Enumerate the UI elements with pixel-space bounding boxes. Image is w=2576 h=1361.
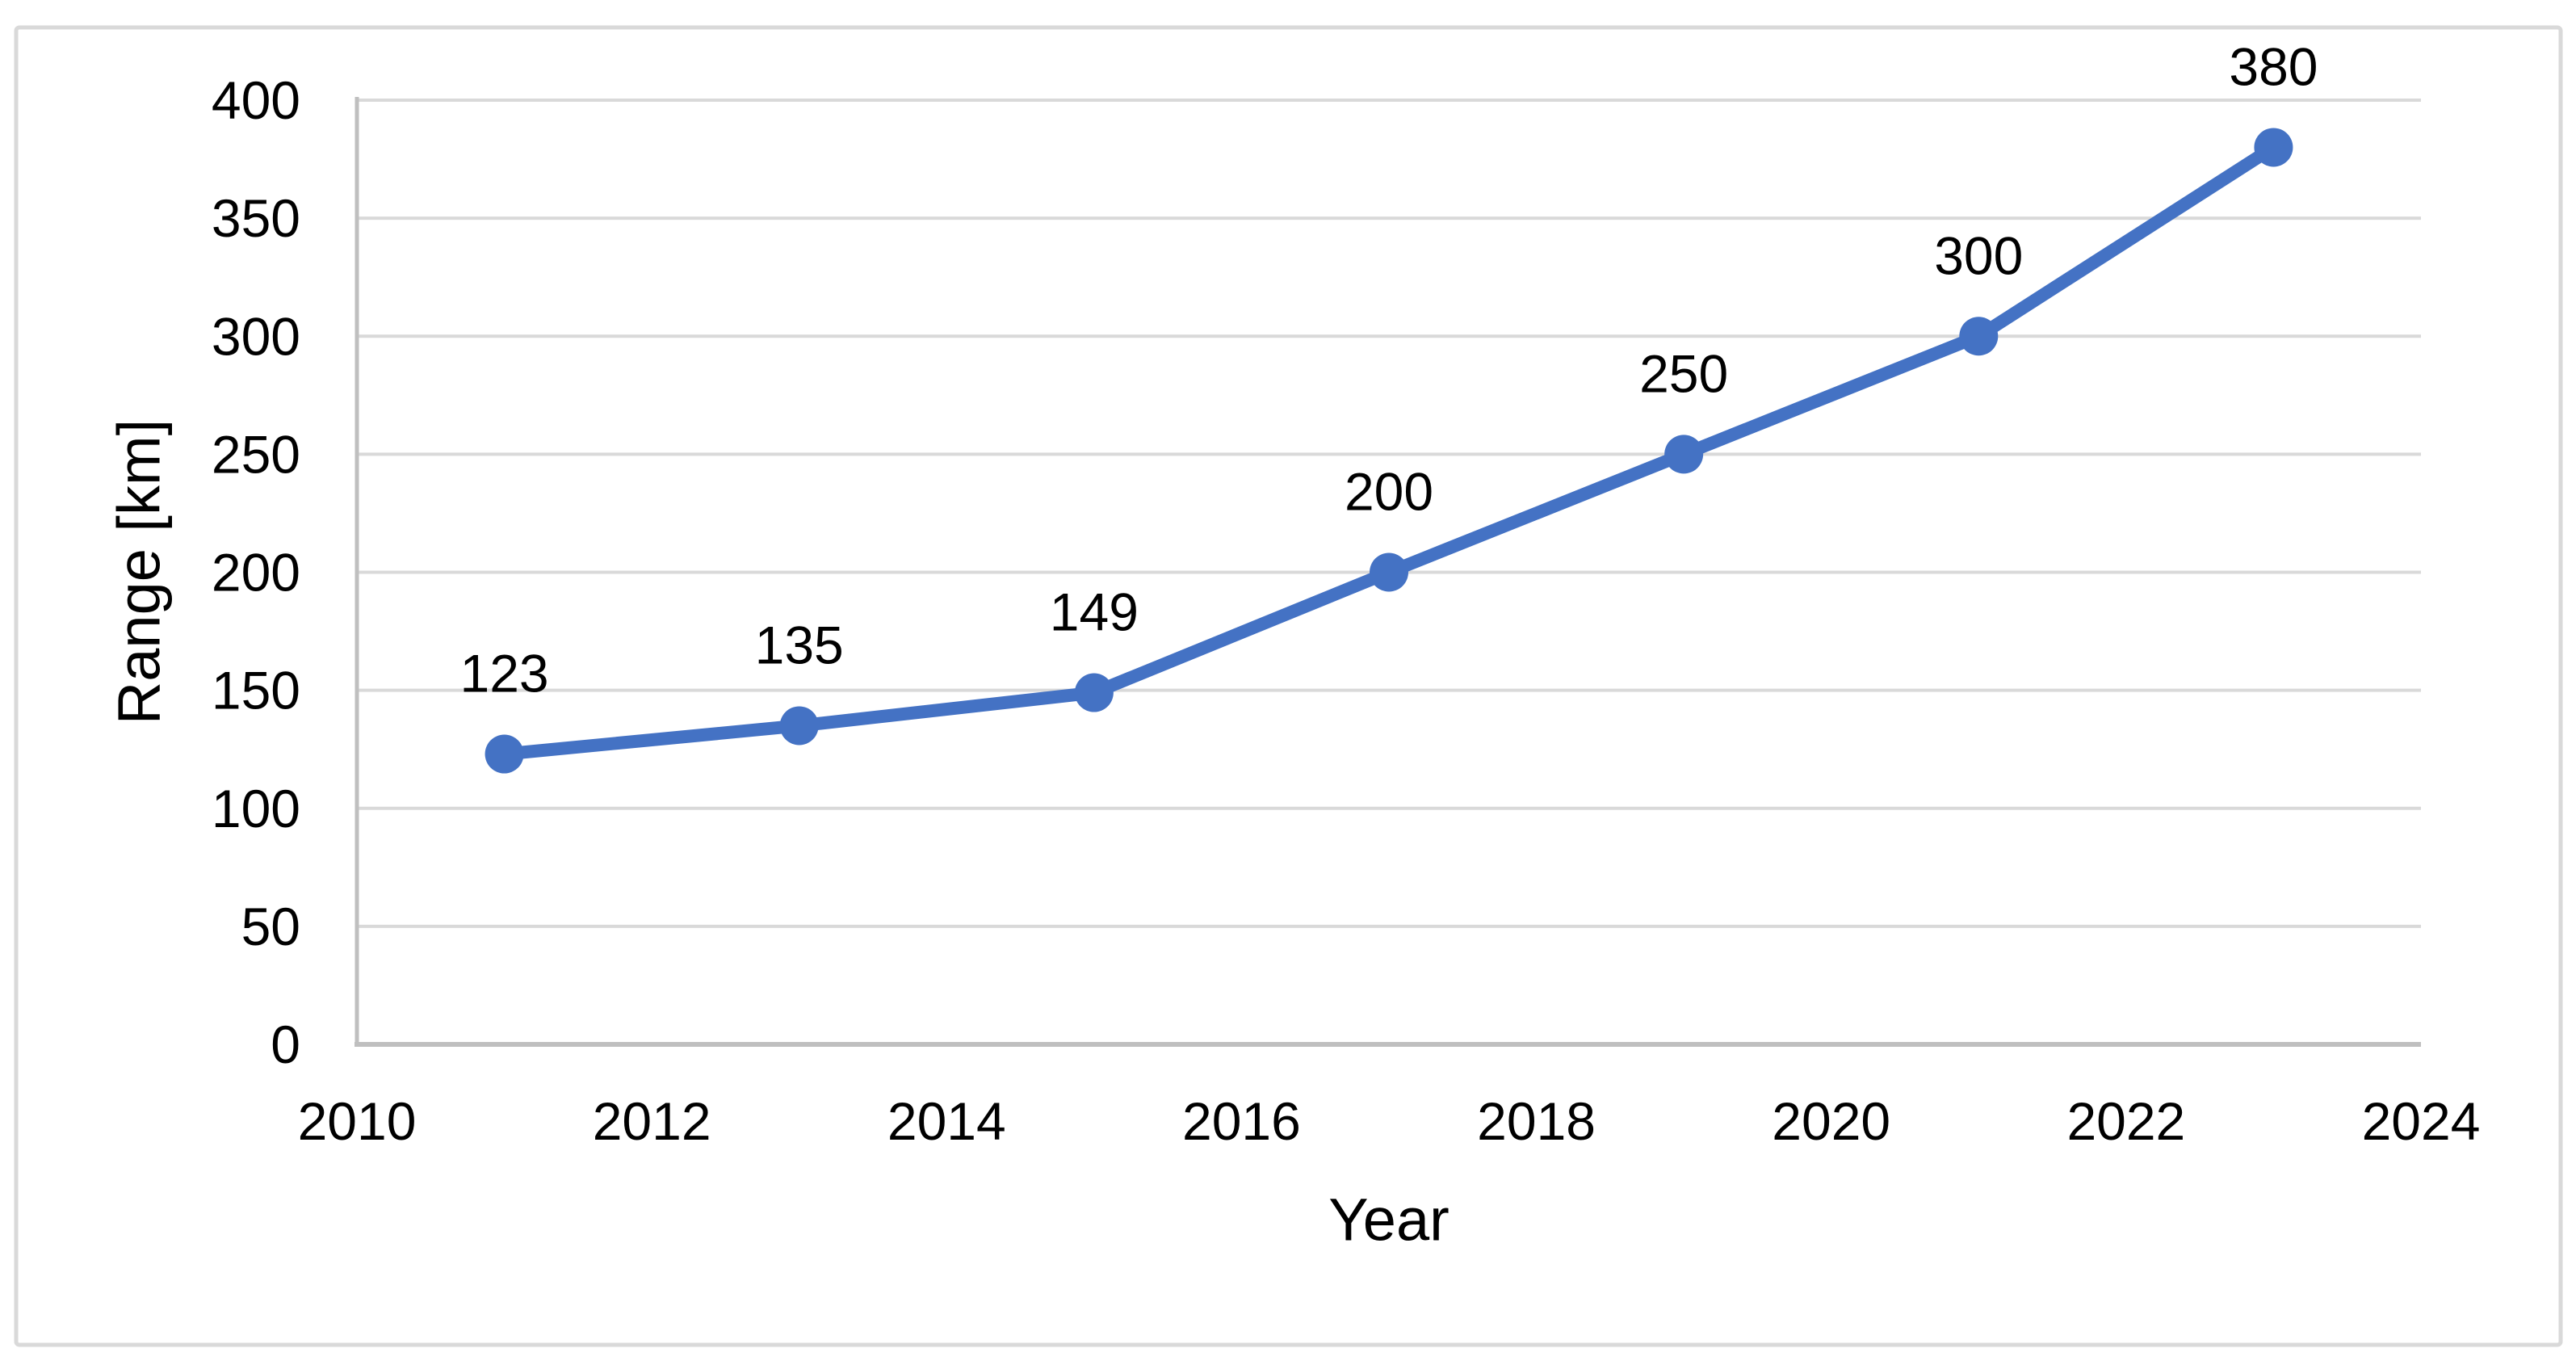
y-tick-label: 350: [212, 188, 300, 248]
x-tick-label: 2010: [298, 1091, 417, 1151]
axis-lines: [355, 97, 2421, 1047]
data-point-label: 250: [1639, 343, 1728, 403]
y-tick-label: 0: [271, 1014, 300, 1074]
data-point-label: 135: [755, 615, 844, 674]
data-point-marker: [2254, 128, 2293, 167]
x-tick-label: 2024: [2362, 1091, 2481, 1151]
data-point-marker: [1664, 435, 1704, 474]
data-point-marker: [1074, 673, 1114, 712]
data-point-label: 380: [2229, 36, 2318, 96]
y-tick-label: 250: [212, 424, 300, 484]
y-tick-label: 150: [212, 661, 300, 720]
data-point-label: 123: [460, 644, 549, 704]
gridlines: [357, 99, 2421, 928]
series-markers: [485, 128, 2293, 774]
data-labels: 123 135 149 200 250 300 380: [460, 36, 2318, 703]
data-point-label: 200: [1345, 462, 1433, 522]
x-tick-label: 2012: [593, 1091, 711, 1151]
y-tick-label: 50: [241, 897, 300, 956]
y-tick-label: 200: [212, 543, 300, 603]
data-point-label: 149: [1050, 582, 1139, 642]
data-point-marker: [779, 706, 819, 746]
x-tick-label: 2022: [2066, 1091, 2185, 1151]
x-axis-title: Year: [1328, 1187, 1450, 1254]
data-point-marker: [1959, 317, 1999, 356]
x-tick-label: 2014: [887, 1091, 1006, 1151]
y-tick-label: 100: [212, 779, 300, 838]
data-point-marker: [1370, 552, 1408, 592]
y-tick-label: 400: [212, 70, 300, 130]
y-tick-label: 300: [212, 306, 300, 366]
y-axis-title: Range [km]: [106, 419, 173, 725]
data-point-label: 300: [1934, 225, 2023, 285]
x-tick-label: 2018: [1477, 1091, 1596, 1151]
y-tick-labels: 0 50 100 150 200 250 300 350 400: [212, 70, 300, 1074]
x-tick-labels: 2010 2012 2014 2016 2018 2020 2022 2024: [298, 1091, 2481, 1151]
x-tick-label: 2016: [1182, 1091, 1301, 1151]
x-tick-label: 2020: [1772, 1091, 1890, 1151]
data-point-marker: [485, 734, 524, 774]
